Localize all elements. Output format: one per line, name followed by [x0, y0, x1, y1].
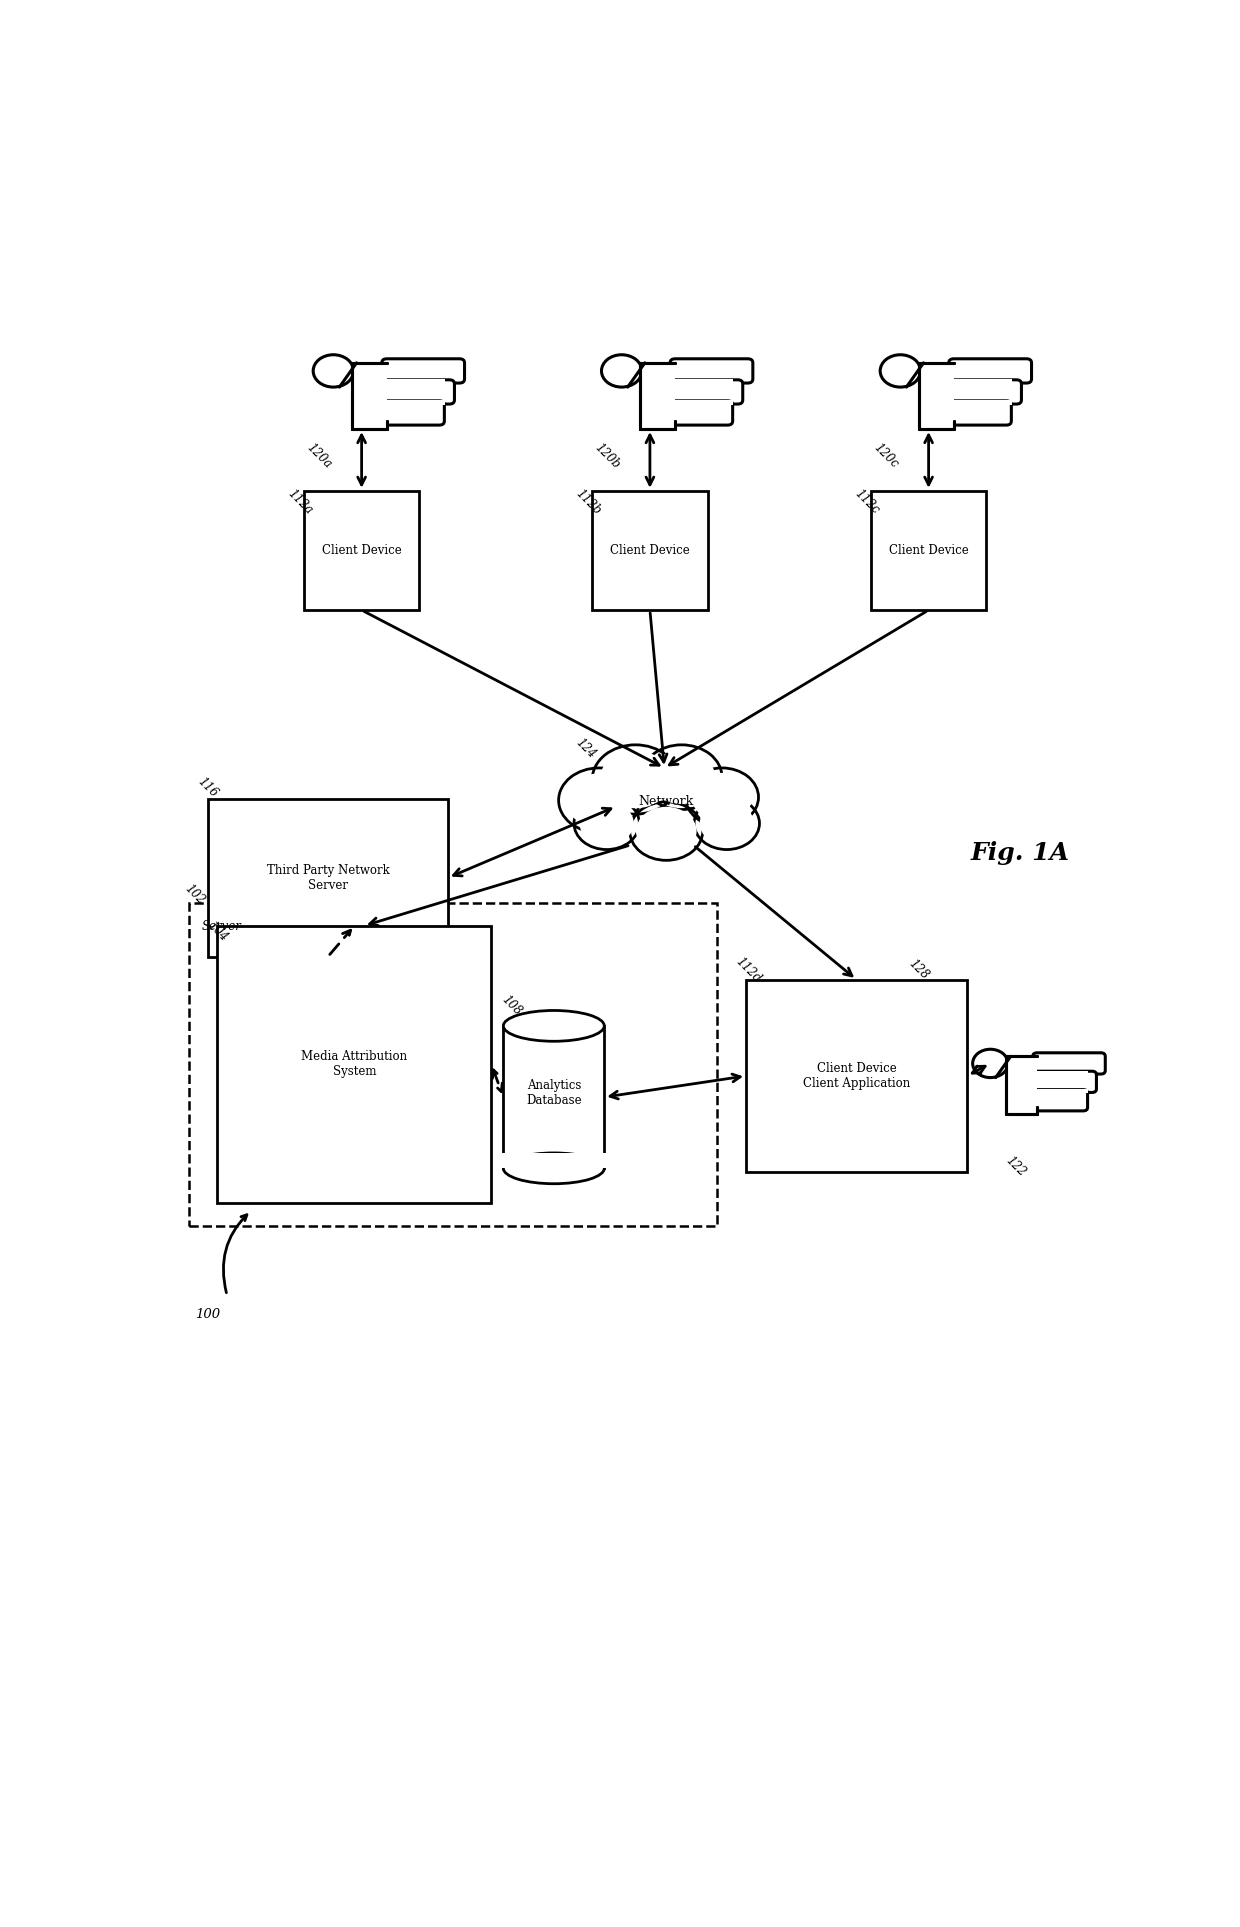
Circle shape: [565, 773, 632, 827]
Bar: [954, 401, 1012, 405]
Text: 120a: 120a: [304, 441, 334, 470]
FancyBboxPatch shape: [1033, 1071, 1096, 1093]
FancyBboxPatch shape: [670, 380, 743, 405]
Ellipse shape: [503, 1010, 604, 1041]
Bar: [387, 401, 445, 405]
Text: 128: 128: [906, 958, 931, 983]
Text: 100: 100: [195, 1308, 221, 1322]
Bar: [870, 491, 986, 611]
Circle shape: [600, 752, 671, 807]
Text: Media Attribution
System: Media Attribution System: [301, 1050, 408, 1079]
Bar: [351, 362, 387, 430]
FancyBboxPatch shape: [382, 380, 454, 405]
Circle shape: [636, 807, 697, 856]
Bar: [675, 401, 733, 405]
Text: Client Device: Client Device: [610, 543, 689, 557]
FancyBboxPatch shape: [949, 401, 1012, 426]
FancyBboxPatch shape: [670, 358, 753, 383]
Text: 120b: 120b: [593, 441, 622, 472]
Circle shape: [593, 746, 678, 813]
Text: Network: Network: [639, 796, 694, 807]
Circle shape: [692, 773, 753, 821]
Bar: [675, 380, 733, 383]
Circle shape: [880, 355, 920, 387]
Bar: [919, 362, 954, 430]
Text: Server: Server: [202, 919, 242, 933]
Ellipse shape: [503, 1152, 604, 1183]
Text: Fig. 1A: Fig. 1A: [971, 840, 1069, 865]
Circle shape: [574, 798, 640, 850]
Bar: [188, 902, 717, 1226]
Bar: [640, 362, 675, 430]
Text: 112d: 112d: [734, 954, 764, 985]
Text: 102: 102: [182, 883, 207, 908]
Circle shape: [699, 802, 754, 846]
Bar: [503, 1025, 604, 1168]
Text: 112c: 112c: [852, 488, 882, 516]
Text: 124: 124: [573, 736, 598, 761]
Text: 108: 108: [498, 992, 525, 1017]
Bar: [1037, 1071, 1089, 1075]
Circle shape: [686, 769, 759, 827]
FancyBboxPatch shape: [1033, 1089, 1087, 1110]
Text: Analytics
Database: Analytics Database: [526, 1079, 582, 1108]
Bar: [387, 380, 445, 383]
Bar: [954, 380, 1012, 383]
FancyBboxPatch shape: [1033, 1052, 1105, 1073]
Text: Client Device
Client Application: Client Device Client Application: [804, 1062, 910, 1091]
Bar: [217, 925, 491, 1202]
Text: 112b: 112b: [573, 488, 604, 518]
Bar: [304, 491, 419, 611]
FancyBboxPatch shape: [949, 380, 1022, 405]
FancyBboxPatch shape: [949, 358, 1032, 383]
Circle shape: [694, 798, 759, 850]
Text: 112a: 112a: [285, 488, 315, 516]
Text: 120c: 120c: [870, 441, 900, 470]
Circle shape: [649, 750, 715, 804]
Circle shape: [558, 769, 640, 832]
Bar: [746, 979, 967, 1172]
FancyBboxPatch shape: [382, 401, 444, 426]
Text: Third Party Network
Server: Third Party Network Server: [267, 863, 389, 892]
Bar: [1037, 1089, 1089, 1093]
Circle shape: [641, 746, 722, 809]
Bar: [208, 798, 448, 956]
Text: 104: 104: [205, 919, 231, 944]
Circle shape: [579, 802, 634, 846]
Text: Client Device: Client Device: [321, 543, 402, 557]
Circle shape: [314, 355, 353, 387]
Text: 116: 116: [196, 775, 221, 800]
Bar: [593, 491, 708, 611]
Circle shape: [972, 1050, 1008, 1077]
FancyBboxPatch shape: [382, 358, 465, 383]
Circle shape: [601, 355, 642, 387]
Circle shape: [630, 802, 703, 859]
FancyBboxPatch shape: [670, 401, 733, 426]
Bar: [501, 1152, 606, 1168]
Text: 122: 122: [1003, 1154, 1028, 1179]
Bar: [1006, 1056, 1037, 1114]
Text: Client Device: Client Device: [889, 543, 968, 557]
